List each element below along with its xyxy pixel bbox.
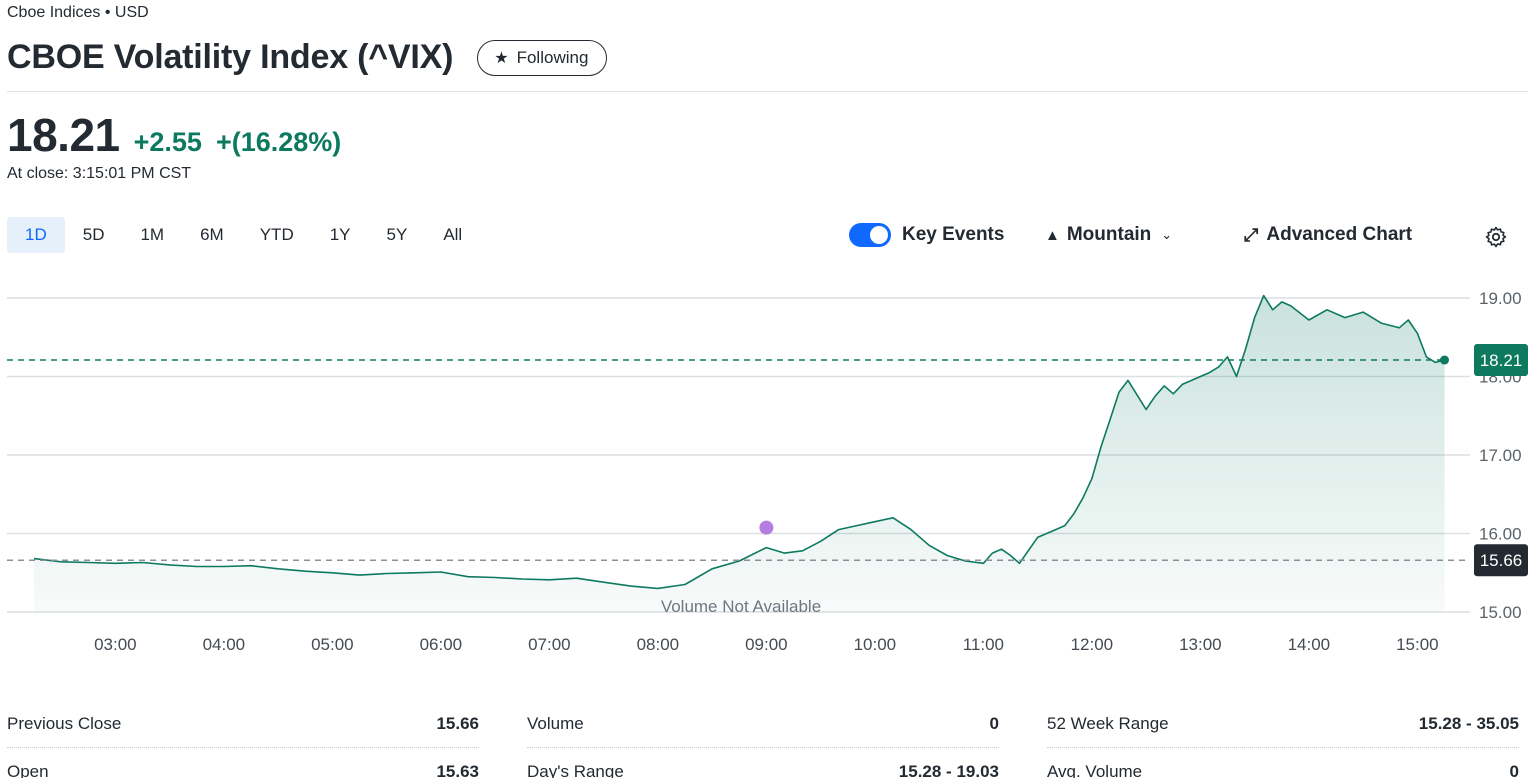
exchange-label: Cboe Indices • USD	[7, 4, 149, 21]
last-price-badge	[1474, 344, 1528, 377]
x-tick-label: 05:00	[311, 635, 354, 654]
stats-column-2: Volume 0 Day's Range 15.28 - 19.03	[527, 700, 999, 778]
last-price-dot	[1440, 355, 1449, 365]
range-tab-1m[interactable]: 1M	[140, 225, 165, 244]
range-tab-1d[interactable]: 1D	[7, 217, 65, 253]
range-tab-1y[interactable]: 1Y	[329, 225, 351, 244]
price-area	[34, 295, 1445, 612]
y-tick-label: 16.00	[1479, 525, 1522, 544]
following-label: Following	[516, 47, 589, 67]
stat-days-range: Day's Range 15.28 - 19.03	[527, 748, 999, 778]
x-tick-label: 10:00	[854, 635, 897, 654]
range-tabs: 1D 5D 1M 6M YTD 1Y 5Y All	[7, 217, 480, 253]
price-change-percent: +(16.28%)	[215, 127, 342, 157]
stats-column-1: Previous Close 15.66 Open 15.63	[7, 700, 479, 778]
volume-not-available-label: Volume Not Available	[661, 597, 821, 616]
previous-close-label: 15.66	[1480, 551, 1523, 570]
range-tab-all[interactable]: All	[443, 225, 463, 244]
stat-value: 15.63	[436, 761, 479, 778]
last-price: 18.21	[7, 109, 120, 161]
chevron-down-icon: ⌄	[1161, 227, 1173, 242]
x-tick-label: 12:00	[1071, 635, 1114, 654]
stat-label: Previous Close	[7, 713, 122, 733]
stat-value: 15.28 - 19.03	[898, 761, 999, 778]
expand-icon: ⤢	[1244, 224, 1259, 245]
x-tick-label: 15:00	[1396, 635, 1439, 654]
stat-label: Open	[7, 761, 49, 778]
stat-avg-volume: Avg. Volume 0	[1047, 748, 1519, 778]
price-change: +2.55	[133, 127, 202, 157]
key-events-toggle[interactable]	[849, 223, 891, 247]
x-tick-label: 14:00	[1288, 635, 1331, 654]
y-tick-label: 19.00	[1479, 289, 1522, 308]
x-tick-label: 03:00	[94, 635, 137, 654]
stat-label: Avg. Volume	[1047, 761, 1143, 778]
chart-type-label: Mountain	[1066, 224, 1152, 245]
x-tick-label: 08:00	[637, 635, 680, 654]
previous-close-badge	[1474, 544, 1528, 577]
star-icon: ★	[494, 49, 509, 67]
quote-row: 18.21 +2.55 +(16.28%)	[7, 108, 341, 162]
x-tick-label: 04:00	[203, 635, 246, 654]
x-tick-label: 11:00	[963, 635, 1004, 654]
settings-gear-icon[interactable]	[1484, 225, 1508, 249]
mountain-icon: ▲	[1045, 226, 1060, 244]
range-tab-ytd[interactable]: YTD	[259, 225, 294, 244]
stat-previous-close: Previous Close 15.66	[7, 700, 479, 748]
stat-value: 0	[989, 713, 999, 733]
stat-volume: Volume 0	[527, 700, 999, 748]
last-price-label: 18.21	[1480, 351, 1523, 370]
stat-label: 52 Week Range	[1047, 713, 1169, 733]
x-tick-label: 06:00	[420, 635, 463, 654]
stat-value: 15.66	[436, 713, 479, 733]
range-tab-5d[interactable]: 5D	[82, 225, 105, 244]
stat-open: Open 15.63	[7, 748, 479, 778]
y-tick-label: 15.00	[1479, 603, 1522, 622]
stat-label: Day's Range	[527, 761, 624, 778]
key-event-marker[interactable]	[759, 520, 774, 535]
chart-type-dropdown[interactable]: ▲ Mountain ⌄	[1045, 224, 1172, 246]
stat-value: 0	[1509, 761, 1519, 778]
advanced-chart-label: Advanced Chart	[1266, 224, 1413, 245]
stats-column-3: 52 Week Range 15.28 - 35.05 Avg. Volume …	[1047, 700, 1519, 778]
range-tab-5y[interactable]: 5Y	[386, 225, 408, 244]
page-title: CBOE Volatility Index (^VIX)	[7, 38, 454, 76]
stat-label: Volume	[527, 713, 584, 733]
header-divider	[7, 91, 1528, 92]
stat-52-week-range: 52 Week Range 15.28 - 35.05	[1047, 700, 1519, 748]
range-tab-6m[interactable]: 6M	[200, 225, 224, 244]
y-tick-label: 17.00	[1479, 446, 1522, 465]
x-tick-label: 07:00	[528, 635, 571, 654]
stat-value: 15.28 - 35.05	[1418, 713, 1519, 733]
close-time: At close: 3:15:01 PM CST	[7, 165, 192, 182]
title-row: CBOE Volatility Index (^VIX) ★ Following	[7, 38, 608, 77]
price-chart[interactable]: 19.0018.0017.0016.0015.0015.6618.21Volum…	[0, 280, 1532, 670]
key-events: Key Events	[849, 223, 1004, 247]
x-tick-label: 09:00	[745, 635, 788, 654]
price-line	[33, 294, 1445, 590]
advanced-chart-button[interactable]: ⤢ Advanced Chart	[1244, 224, 1412, 246]
x-tick-label: 13:00	[1179, 635, 1222, 654]
key-events-label: Key Events	[902, 224, 1005, 245]
following-button[interactable]: ★ Following	[477, 39, 608, 76]
